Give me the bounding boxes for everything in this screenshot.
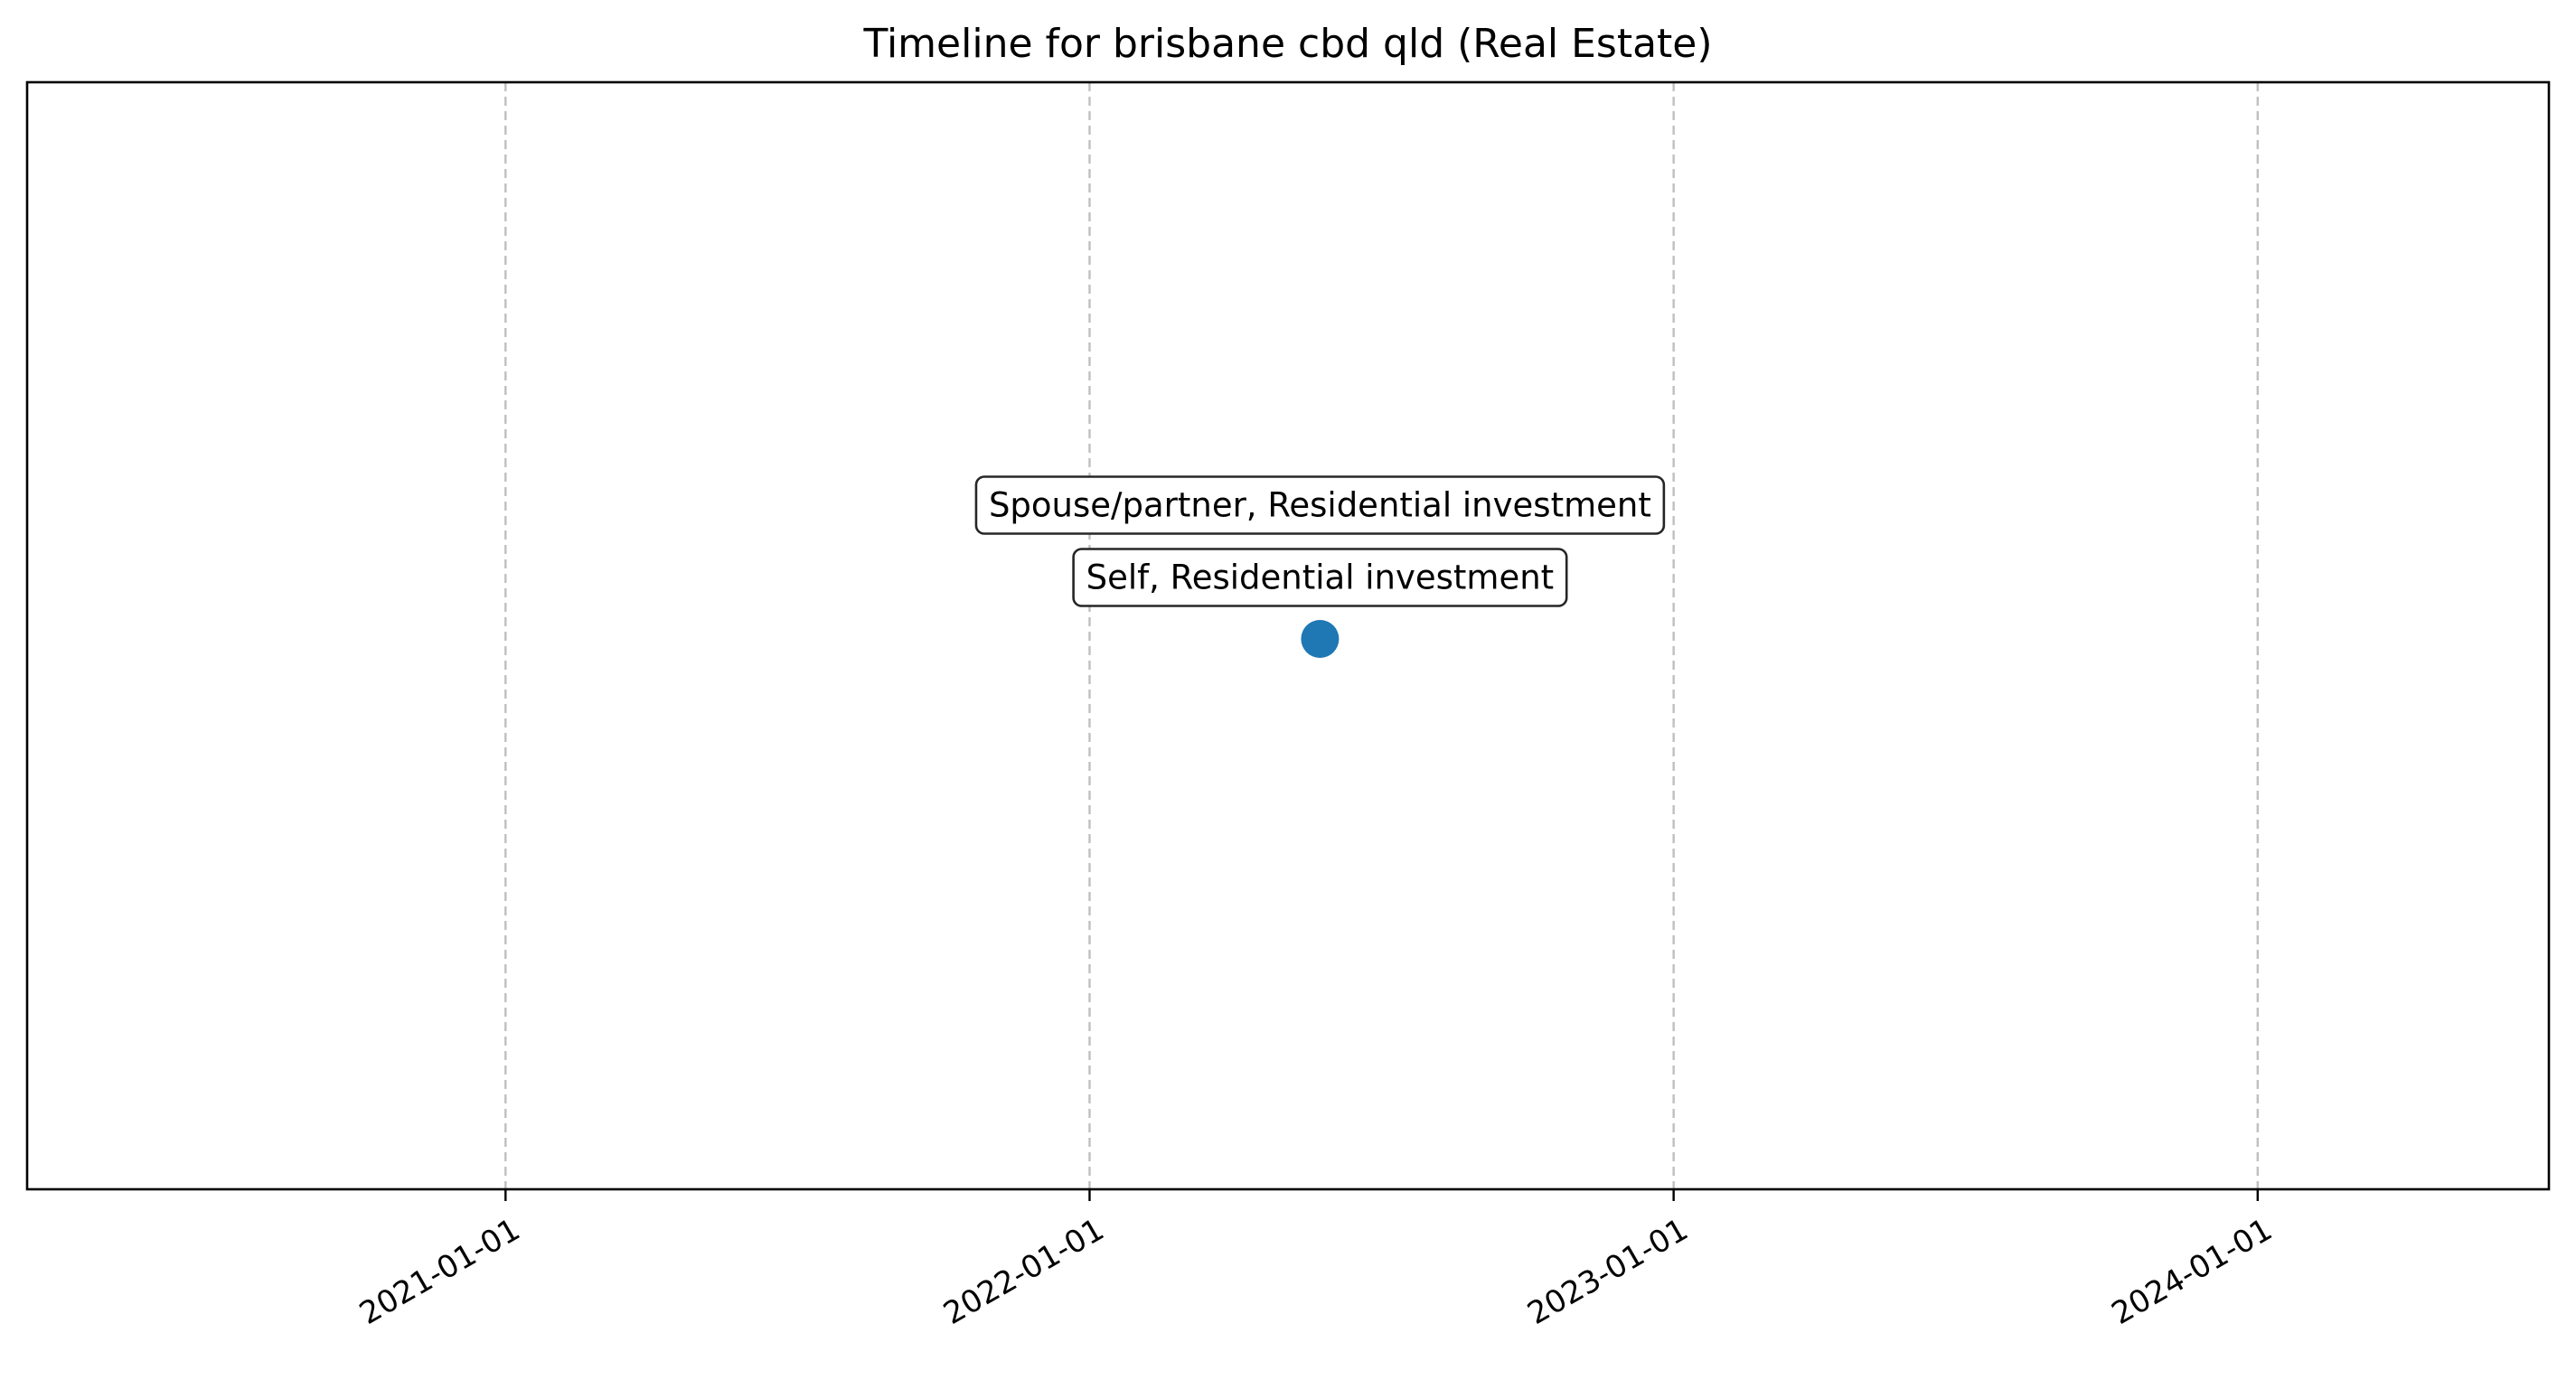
annotation-text: Self, Residential investment <box>1086 558 1555 597</box>
annotation-label: Self, Residential investment <box>1072 548 1568 607</box>
annotation-box <box>974 475 1666 535</box>
annotation-label: Spouse/partner, Residential investment <box>974 475 1666 535</box>
data-markers <box>1301 620 1340 658</box>
annotation-box <box>1072 548 1568 607</box>
annotations: Self, Residential investment Spouse/partn… <box>974 475 1666 607</box>
chart-title: Timeline for brisbane cbd qld (Real Esta… <box>862 21 1712 67</box>
plot-area-frame <box>25 80 2551 1191</box>
gridlines <box>504 82 2260 1189</box>
data-point <box>1301 620 1340 658</box>
annotation-text: Spouse/partner, Residential investment <box>989 486 1651 525</box>
